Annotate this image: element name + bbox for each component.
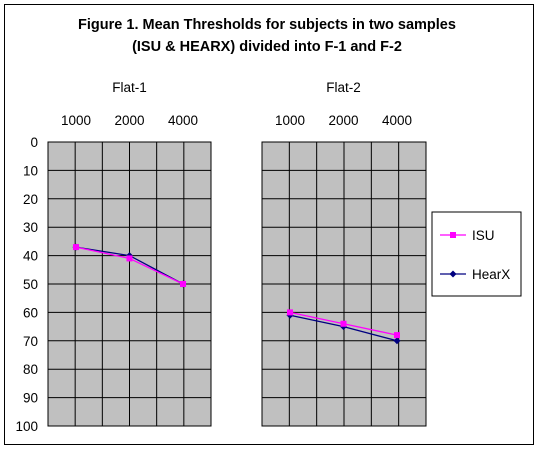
x-tick-label: 2000 xyxy=(114,113,144,128)
x-tick-label: 4000 xyxy=(382,113,412,128)
x-tick-label: 2000 xyxy=(328,113,358,128)
x-tick-label: 4000 xyxy=(168,113,198,128)
legend-label-isu: ISU xyxy=(472,228,495,243)
y-tick-label: 60 xyxy=(23,305,38,320)
y-tick-label: 90 xyxy=(23,391,38,406)
data-point-isu xyxy=(126,255,133,262)
y-tick-label: 40 xyxy=(23,249,38,264)
data-point-isu xyxy=(73,244,79,251)
y-axis: 0 10 20 30 40 50 60 70 80 90 100 xyxy=(15,135,38,434)
data-point-hearx xyxy=(393,337,401,345)
y-tick-label: 80 xyxy=(23,362,38,377)
y-tick-label: 100 xyxy=(15,419,38,434)
panel-2: Flat-2 1000 2000 4000 xyxy=(261,80,427,427)
y-tick-label: 10 xyxy=(23,163,38,178)
data-point-isu xyxy=(180,281,186,287)
panel-title: Flat-2 xyxy=(326,80,361,95)
legend: ISU HearX xyxy=(431,211,522,297)
panel-1: Flat-1 1000 2000 4000 xyxy=(47,80,212,427)
x-tick-label: 1000 xyxy=(61,113,91,128)
legend-marker-hearx xyxy=(449,270,457,278)
panel-title: Flat-1 xyxy=(112,80,147,95)
y-tick-label: 50 xyxy=(23,277,38,292)
chart-title-line-1: Figure 1. Mean Thresholds for subjects i… xyxy=(78,17,456,33)
chart-title-line-2: (ISU & HEARX) divided into F-1 and F-2 xyxy=(132,39,402,55)
y-tick-label: 70 xyxy=(23,334,38,349)
legend-marker-isu xyxy=(450,232,456,238)
data-point-isu xyxy=(287,309,293,316)
legend-label-hearx: HearX xyxy=(472,267,510,282)
x-tick-label: 1000 xyxy=(275,113,305,128)
y-tick-label: 0 xyxy=(30,135,38,150)
y-tick-label: 20 xyxy=(23,192,38,207)
legend-box xyxy=(431,211,522,297)
data-point-isu xyxy=(340,320,347,327)
plot-panels: Flat-1 1000 2000 4000 Flat-2 1000 2000 4000 xyxy=(47,80,427,427)
y-tick-label: 30 xyxy=(23,220,38,235)
data-point-isu xyxy=(394,332,400,339)
